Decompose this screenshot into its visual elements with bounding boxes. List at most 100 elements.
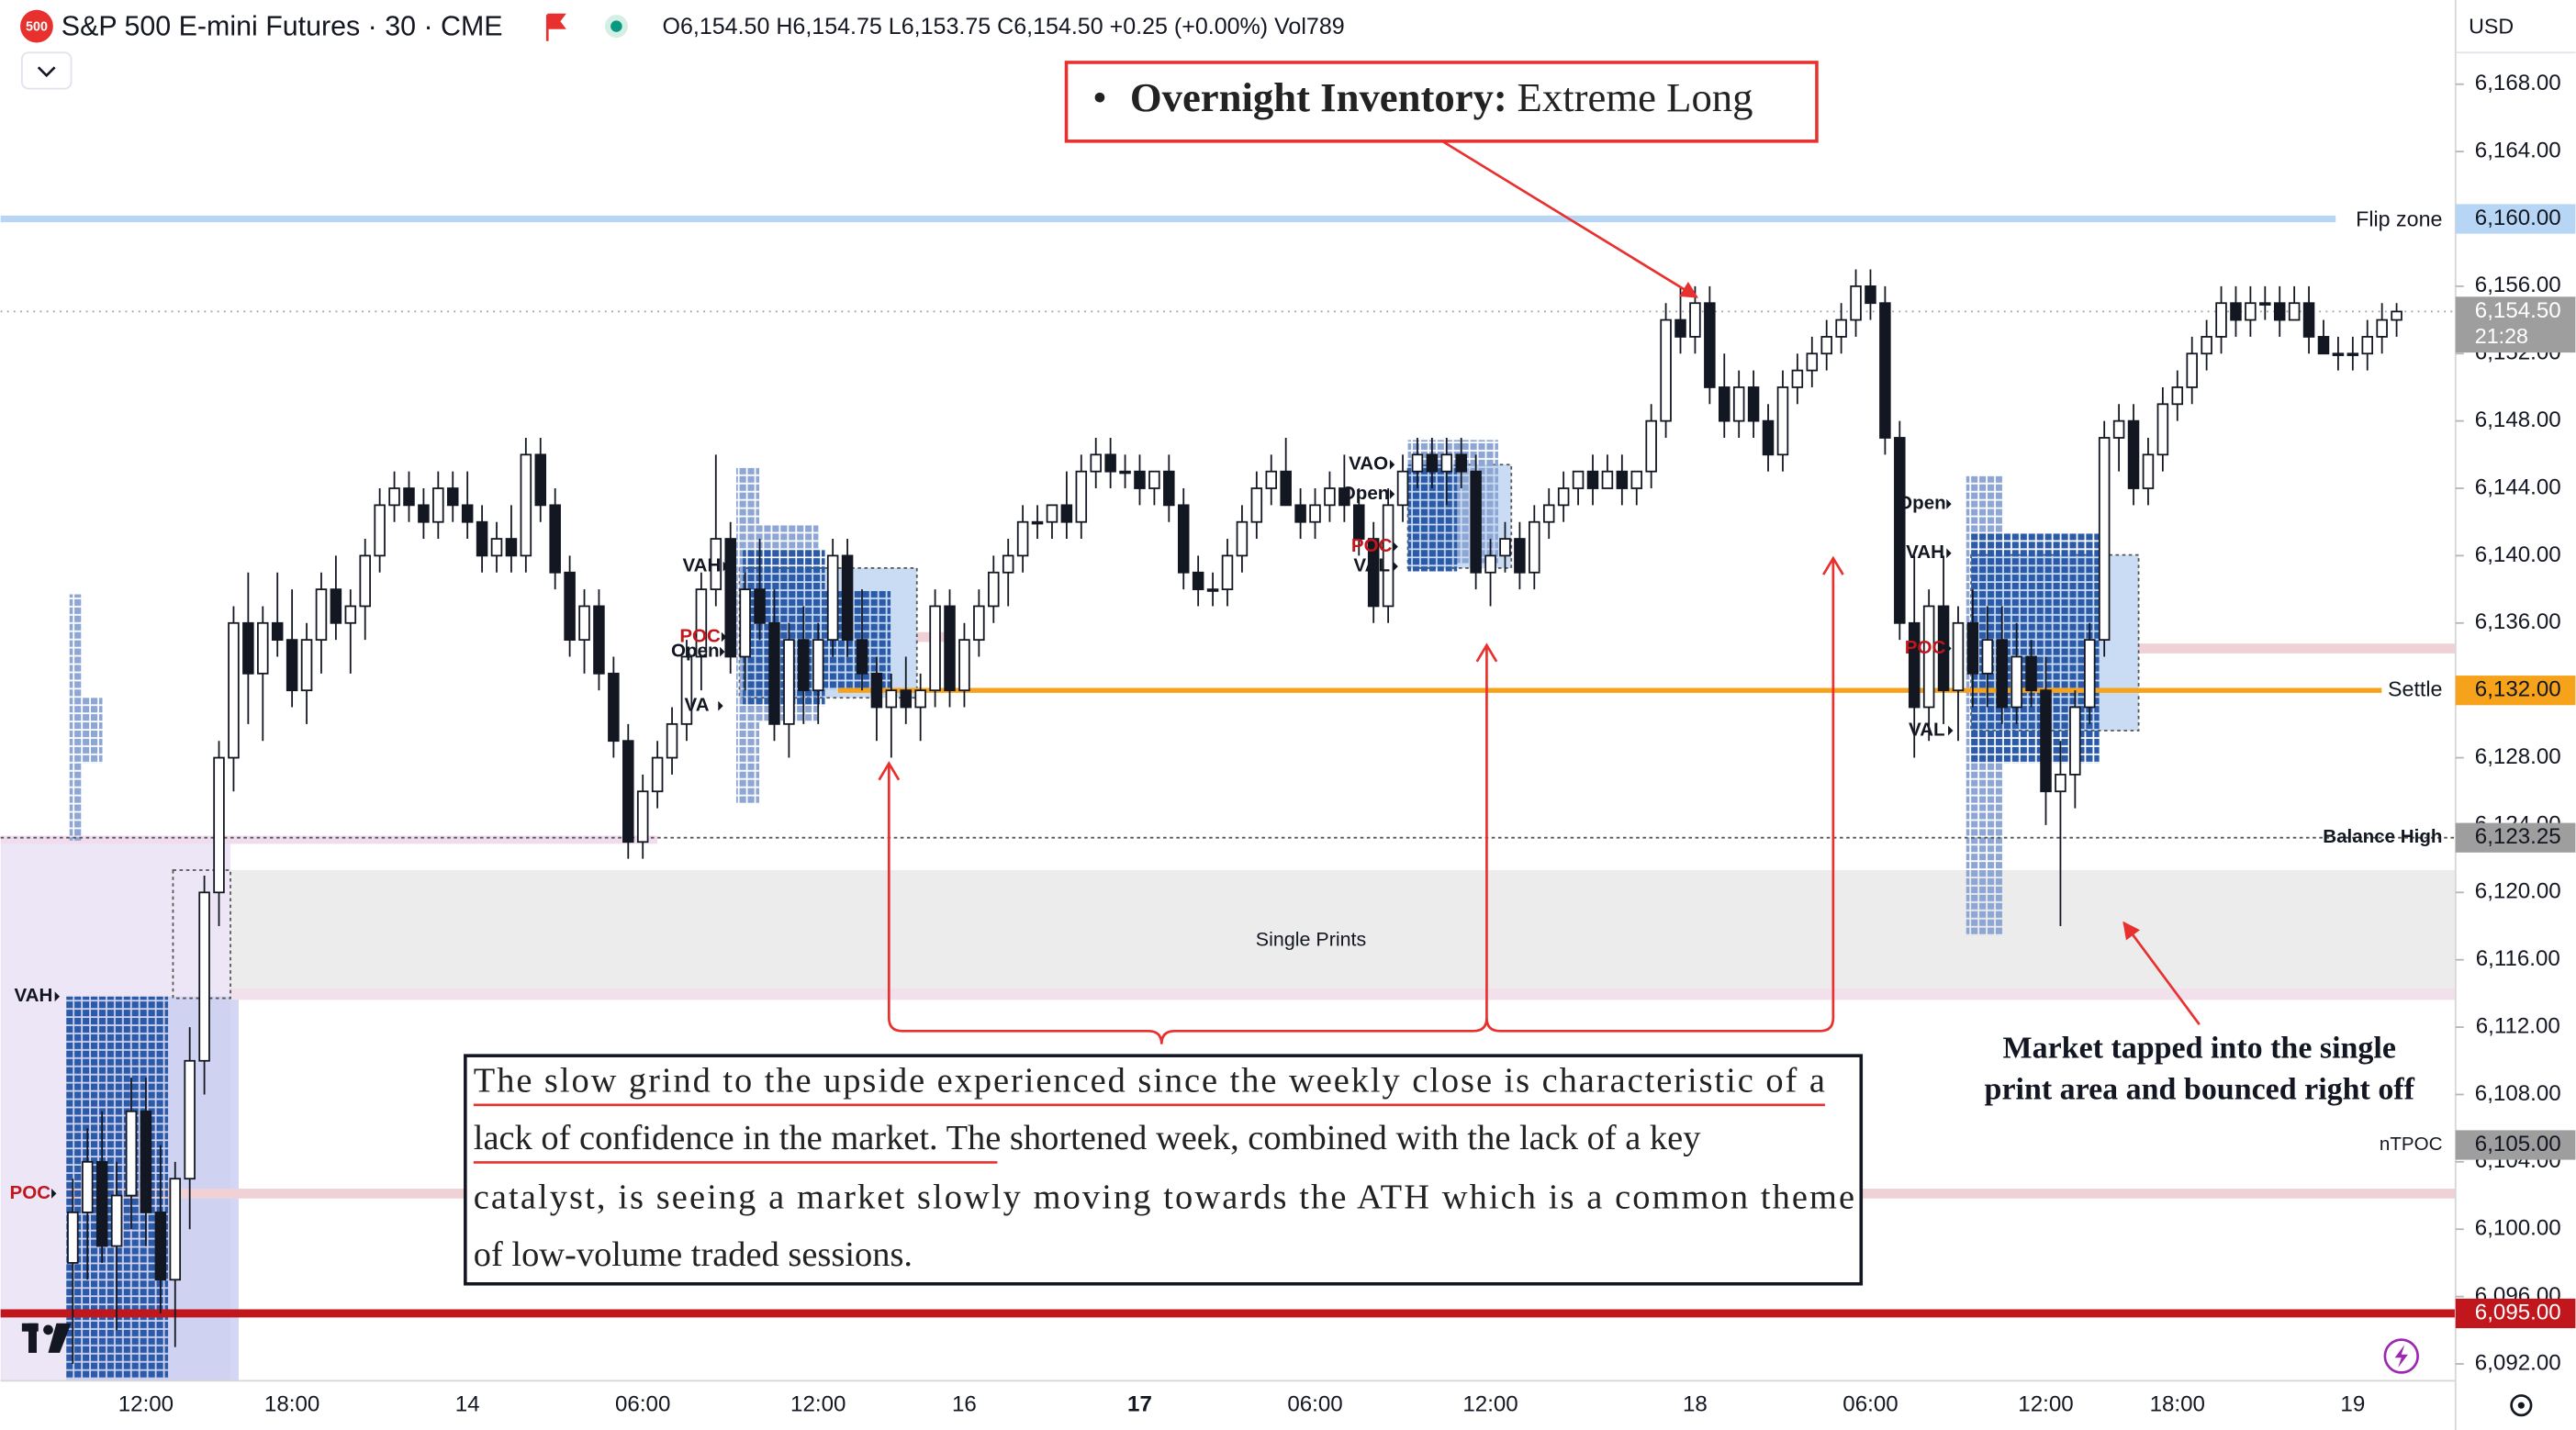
price-tag-label: 6,154.50	[2475, 298, 2561, 323]
candle-body	[2273, 302, 2286, 321]
price-tag-label: 6,095.00	[2475, 1300, 2561, 1324]
candle-body	[1806, 352, 1819, 372]
y-tick-label: 6,100.00	[2475, 1216, 2561, 1241]
candle-body	[1046, 504, 1058, 523]
candle-body	[154, 1211, 167, 1281]
y-tick-label: 6,108.00	[2475, 1081, 2561, 1106]
price-tag	[2455, 822, 2576, 853]
currency-button[interactable]: USD	[2469, 15, 2514, 39]
flag-icon[interactable]	[545, 13, 566, 41]
candle-body	[636, 790, 649, 843]
status-dot	[610, 20, 622, 32]
candle-body	[1192, 571, 1204, 590]
x-tick-label: 06:00	[1287, 1392, 1342, 1417]
pointer	[54, 991, 61, 1002]
candles	[67, 269, 2402, 1364]
candle-body	[695, 588, 708, 658]
candle-body	[2127, 419, 2140, 489]
candle-body	[1747, 386, 1760, 422]
candle-body	[169, 1178, 182, 1281]
candle-body	[1265, 470, 1278, 489]
candle-body	[1002, 554, 1014, 574]
candle-body	[213, 756, 225, 894]
candle-body	[418, 504, 430, 523]
price-tag	[2455, 676, 2576, 706]
candle-body	[914, 689, 926, 709]
x-tick-label: 17	[1127, 1392, 1152, 1417]
y-tick-label: 6,148.00	[2475, 408, 2561, 432]
candle-body	[1996, 639, 2009, 709]
candle-body	[1294, 504, 1306, 523]
candle-body	[300, 639, 313, 692]
candle-body	[564, 571, 576, 642]
pointer	[1393, 542, 1398, 553]
candle-body	[2142, 453, 2155, 489]
candle-body	[1338, 487, 1350, 507]
pointer	[720, 646, 725, 657]
profile-label: POC	[10, 1182, 51, 1203]
candle-body	[2201, 336, 2212, 355]
single-prints-zone	[230, 870, 2456, 997]
callout-line: Market tapped into the single	[2003, 1032, 2396, 1066]
lightning-button[interactable]	[2383, 1338, 2420, 1374]
candle-body	[140, 1110, 152, 1213]
candle-body	[1119, 470, 1131, 475]
candle-body	[1484, 554, 1496, 574]
candle-body	[461, 504, 474, 523]
candle-body	[973, 605, 985, 642]
candle-body	[2245, 302, 2257, 321]
candle-body	[1411, 453, 1424, 473]
note-line: The slow grind to the upside experienced…	[474, 1061, 1825, 1100]
tpo-profile	[83, 698, 103, 764]
candle-body	[1674, 318, 1686, 338]
candle-body	[95, 1160, 108, 1247]
x-tick-label: 18:00	[2150, 1392, 2205, 1417]
candle-body	[505, 538, 518, 557]
candle-body	[1060, 504, 1073, 523]
candle-body	[2112, 419, 2125, 439]
profile-label: VAH	[14, 985, 52, 1006]
note-line: lack of confidence in the market. The sh…	[474, 1119, 1701, 1157]
symbol-icon-text: 500	[26, 19, 48, 34]
candle-body	[1586, 470, 1599, 489]
candle-body	[315, 588, 328, 642]
candle-body	[988, 571, 1000, 608]
candle-body	[1177, 504, 1190, 574]
candle-body	[184, 1059, 196, 1180]
candle-body	[739, 588, 751, 658]
tpo-profile	[69, 594, 84, 841]
candle-body	[944, 605, 956, 692]
arrow	[2122, 921, 2201, 1025]
candle-body	[67, 1211, 79, 1264]
profile-labels: VAHPOCVAHPOCOpenVAVAOOpenPOCVALOpenVAHPO…	[10, 453, 1954, 1203]
plot-area	[0, 215, 2456, 1381]
price-tag-label: 6,132.00	[2475, 677, 2561, 702]
x-tick-label: 18:00	[264, 1392, 319, 1417]
price-tag-label: 6,105.00	[2475, 1132, 2561, 1156]
symbol-title[interactable]: S&P 500 E-mini Futures · 30 · CME	[62, 10, 503, 41]
candle-body	[1850, 285, 1862, 321]
pointer	[1946, 548, 1952, 559]
price-tag	[2455, 1130, 2576, 1160]
candle-body	[1148, 470, 1160, 489]
x-tick-label: 14	[455, 1392, 480, 1417]
candle-body	[1090, 453, 1102, 473]
time-axis: 12:00 18:00 14 06:00 12:00 16 17 06:00 12:00 18 06…	[118, 1392, 2366, 1417]
candle-body	[1835, 318, 1847, 338]
price-tag-label: 6,123.25	[2475, 824, 2561, 849]
candle-body	[490, 538, 503, 557]
candle-body	[841, 554, 854, 642]
candle-body	[1894, 437, 1906, 624]
candle-body	[1280, 470, 1292, 507]
y-tick-label: 6,136.00	[2475, 609, 2561, 634]
collapse-button[interactable]	[20, 51, 73, 90]
profile-label: VAL	[1353, 555, 1390, 576]
settings-button[interactable]	[2510, 1394, 2533, 1417]
candle-body	[900, 689, 913, 709]
candle-body	[798, 639, 810, 692]
candle-body	[754, 588, 766, 624]
y-tick-label: 6,140.00	[2475, 542, 2561, 567]
candle-body	[2332, 352, 2345, 356]
candle-body	[608, 672, 620, 743]
candle-body	[929, 605, 941, 692]
